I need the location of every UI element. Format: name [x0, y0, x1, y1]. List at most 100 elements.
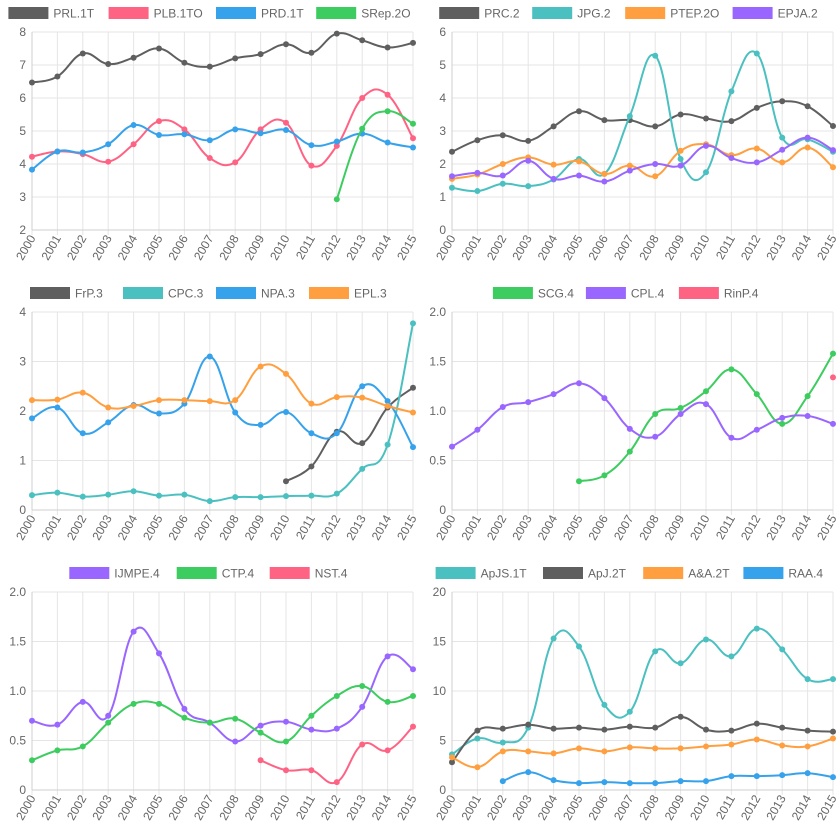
data-point: [181, 491, 188, 498]
x-tick-label: 2015: [814, 232, 840, 262]
x-tick-label: 2005: [140, 232, 166, 262]
data-point: [652, 52, 659, 59]
x-tick-label: 2012: [318, 512, 344, 542]
data-point: [79, 389, 86, 396]
data-point: [703, 115, 709, 122]
x-tick-label: 2006: [586, 512, 612, 542]
y-tick-label: 3: [19, 355, 26, 369]
x-tick-label: 2009: [662, 792, 688, 822]
data-point: [29, 717, 35, 724]
data-point: [652, 433, 659, 440]
x-tick-label: 2008: [216, 512, 242, 542]
data-point: [359, 440, 366, 447]
data-point: [384, 698, 391, 705]
data-point: [384, 653, 391, 660]
legend-label: IJMPE.4: [114, 567, 160, 581]
data-point: [384, 398, 391, 405]
data-point: [410, 444, 416, 451]
data-point: [257, 722, 264, 729]
data-point: [257, 130, 264, 137]
x-tick-label: 2010: [267, 232, 293, 262]
data-point: [359, 95, 366, 101]
y-tick-label: 5: [19, 124, 26, 138]
data-point: [449, 148, 455, 155]
data-point: [130, 403, 137, 410]
data-point: [601, 170, 608, 177]
y-tick-label: 0: [439, 503, 446, 517]
data-point: [677, 147, 684, 154]
data-point: [384, 91, 391, 98]
legend-label: ApJS.1T: [481, 567, 528, 581]
data-point: [601, 779, 608, 786]
data-point: [449, 184, 455, 191]
data-point: [130, 488, 137, 495]
data-point: [79, 743, 86, 750]
legend-swatch: [269, 567, 310, 579]
legend-swatch: [123, 287, 163, 299]
x-tick-label: 2003: [509, 792, 535, 822]
data-point: [359, 383, 366, 390]
data-point: [29, 166, 35, 173]
y-tick-label: 0: [439, 223, 446, 237]
data-point: [105, 404, 112, 411]
data-point: [156, 650, 162, 657]
data-point: [105, 491, 112, 498]
data-point: [105, 719, 112, 726]
legend-swatch: [743, 567, 784, 579]
data-point: [652, 745, 659, 752]
x-tick-label: 2008: [216, 792, 242, 822]
data-point: [232, 738, 239, 745]
data-point: [728, 118, 735, 125]
legend-label: PRD.1T: [261, 7, 304, 21]
x-tick-label: 2015: [814, 512, 840, 542]
x-tick-label: 2012: [738, 512, 764, 542]
data-point: [181, 397, 188, 404]
data-point: [601, 472, 608, 479]
data-point: [232, 55, 239, 62]
data-point: [156, 45, 162, 52]
data-point: [753, 426, 760, 433]
data-point: [283, 478, 289, 485]
data-point: [525, 721, 532, 728]
legend-label: NPA.3: [261, 287, 295, 301]
x-tick-label: 2015: [394, 232, 420, 262]
y-tick-label: 3: [19, 190, 26, 204]
data-point: [79, 493, 86, 500]
x-tick-label: 2014: [369, 512, 395, 542]
data-point: [384, 108, 391, 115]
x-tick-label: 2002: [484, 512, 510, 542]
series-line: [451, 382, 834, 448]
x-tick-label: 2004: [115, 232, 141, 262]
x-tick-label: 2008: [216, 232, 242, 262]
data-point: [499, 778, 506, 785]
series-line: [31, 355, 414, 448]
data-point: [677, 156, 684, 163]
chart-panel-2: PRC.2 JPG.2 PTEP.2O EPJA.2 0 1 2 3 4 5 6 2000 2001 20…: [420, 0, 840, 280]
legend-label: PLB.1TO: [154, 7, 203, 21]
data-point: [804, 727, 811, 734]
legend-label: RinP.4: [724, 287, 759, 301]
data-point: [181, 705, 188, 712]
data-point: [79, 430, 86, 437]
chart-panel-4: SCG.4 CPL.4 RinP.4 0 0.5 1.0 1.5 2.0 2000 2001 200…: [420, 280, 840, 560]
data-point: [626, 113, 633, 120]
data-point: [525, 748, 532, 755]
x-tick-label: 2001: [39, 232, 65, 262]
data-point: [830, 420, 836, 427]
data-point: [474, 735, 481, 742]
data-point: [308, 463, 315, 470]
data-point: [703, 142, 709, 149]
data-point: [474, 137, 481, 144]
series-line: [451, 136, 834, 183]
data-point: [308, 400, 315, 407]
x-tick-label: 2002: [484, 232, 510, 262]
x-tick-label: 2010: [687, 792, 713, 822]
x-tick-label: 2003: [89, 232, 115, 262]
data-point: [156, 700, 162, 707]
data-point: [703, 726, 709, 733]
legend-swatch: [585, 287, 626, 299]
x-tick-label: 2001: [459, 232, 485, 262]
data-point: [703, 778, 709, 785]
data-point: [105, 61, 112, 68]
